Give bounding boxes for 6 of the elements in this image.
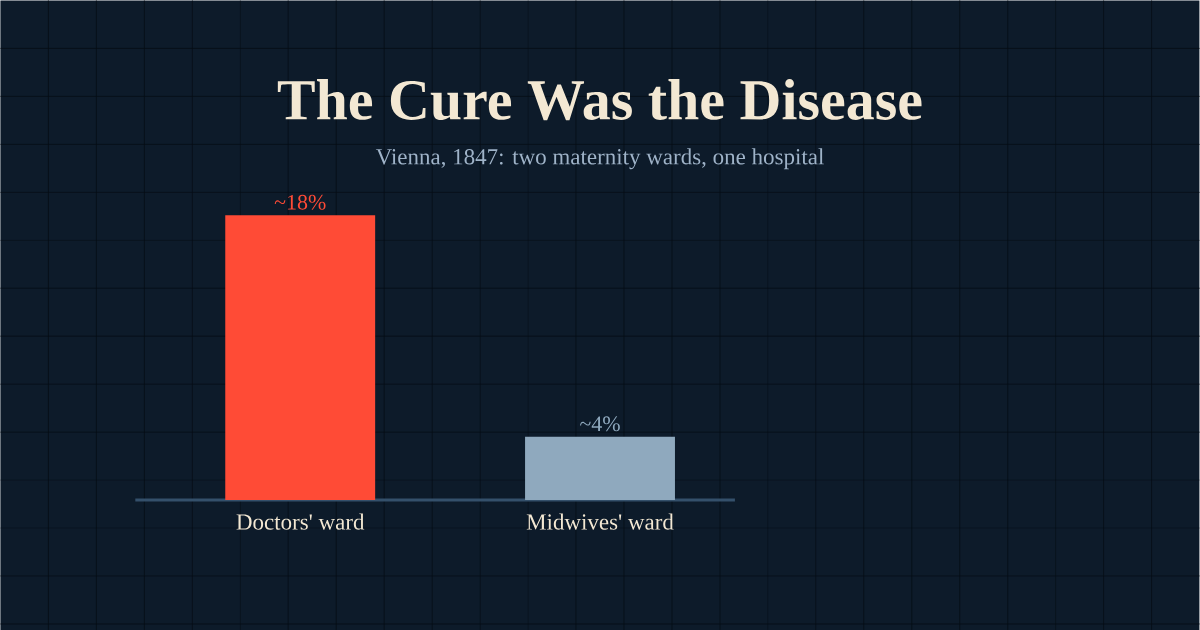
data-label: ~4% [580,416,620,432]
chart-subtitle: Vienna, 1847: two maternity wards, one hospital [375,148,824,170]
chart-title: The Cure Was the Disease [277,78,922,120]
data-label: ~18% [274,194,326,210]
x-tick-label: Doctors' ward [236,513,365,530]
x-tick-label: Midwives' ward [526,513,674,530]
